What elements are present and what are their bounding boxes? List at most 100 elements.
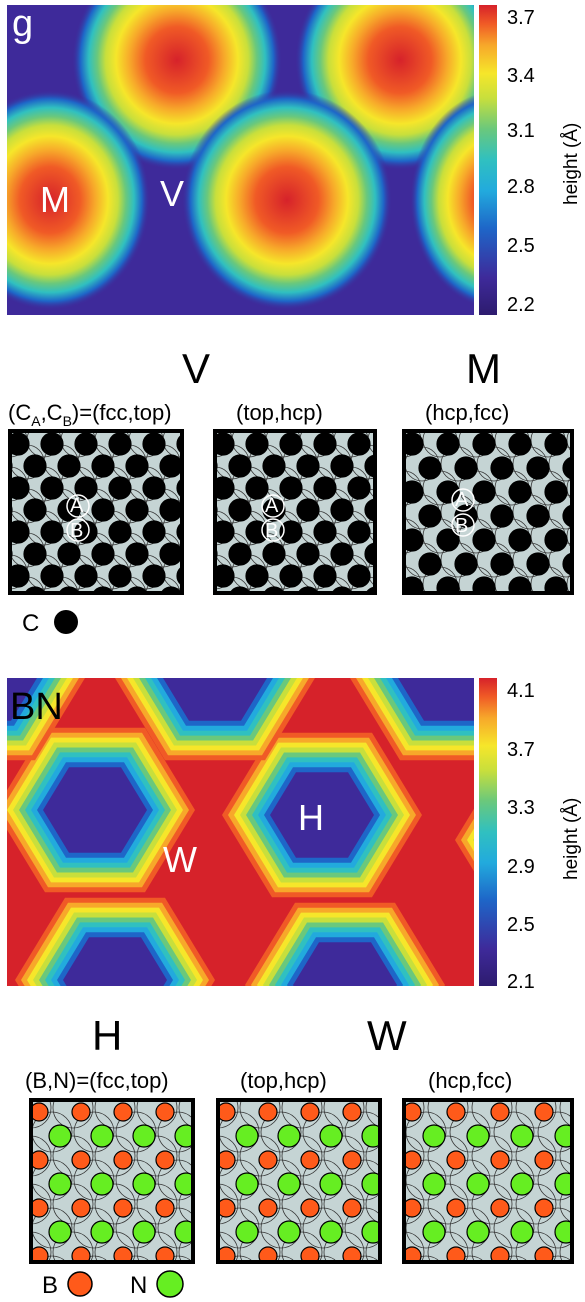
atom-b — [319, 1172, 343, 1196]
atom-a — [258, 1150, 278, 1170]
atom-a — [347, 476, 371, 500]
substrate-atom — [449, 590, 467, 593]
atom-a — [446, 1246, 466, 1262]
substrate-atom — [515, 1135, 557, 1177]
atom-b — [262, 542, 286, 566]
substrate-atom — [344, 1207, 380, 1249]
atom-b — [194, 499, 216, 521]
bn-model-top-hcp — [194, 1098, 403, 1264]
substrate-atom — [471, 1135, 513, 1177]
atom-b — [228, 454, 252, 478]
atom-a — [40, 432, 64, 456]
atom-b — [217, 1269, 239, 1291]
substrate-atom — [281, 1100, 323, 1129]
atom-b — [57, 542, 81, 566]
bn-model-label-1: (B,N)=(fcc,top) — [25, 1068, 169, 1093]
atom-a — [71, 1198, 91, 1218]
atom-a — [155, 1246, 175, 1262]
model-header-m: M — [466, 345, 501, 392]
atom-b — [379, 1173, 401, 1195]
substrate-atom — [157, 1159, 193, 1201]
substrate-atom — [157, 1111, 193, 1153]
substrate-atom — [0, 1112, 30, 1152]
substrate-atom — [557, 590, 572, 593]
atom-b — [92, 586, 114, 593]
atom-b — [235, 1124, 259, 1148]
atom-b — [160, 586, 182, 593]
atom-b — [383, 601, 405, 623]
substrate-atom — [493, 1159, 535, 1201]
atom-a — [314, 609, 336, 631]
graphene-model-top-hcp: A B — [212, 429, 377, 633]
atom-b — [235, 1220, 259, 1244]
atom-a — [472, 528, 496, 552]
atom-b — [263, 586, 285, 593]
atom-b — [364, 454, 375, 478]
substrate-atom — [404, 1183, 425, 1225]
substrate-atom — [179, 497, 182, 515]
moire-pit — [473, 838, 474, 842]
colorbar-tick: 3.1 — [507, 120, 535, 142]
substrate-atom — [37, 1255, 67, 1262]
substrate-atom — [300, 599, 334, 633]
substrate-atom — [559, 1137, 572, 1175]
atom-b — [229, 586, 251, 593]
substrate-atom — [52, 1100, 94, 1129]
substrate-atom — [411, 1255, 441, 1262]
model-header-h: H — [92, 1012, 122, 1059]
sublattice-label-b: B — [70, 520, 83, 542]
atom-b — [125, 454, 149, 478]
substrate-atom — [323, 1135, 365, 1177]
substrate-atom — [365, 1136, 380, 1176]
substrate-atom — [215, 590, 216, 593]
atom-a — [436, 432, 460, 456]
atom-b — [7, 1125, 29, 1147]
atom-b — [194, 1125, 216, 1147]
substrate-atom — [521, 590, 539, 593]
substrate-atom — [323, 1100, 365, 1129]
atom-a — [472, 576, 496, 593]
substrate-atom — [449, 1159, 491, 1201]
atom-a — [446, 1198, 466, 1218]
moire-pit — [293, 942, 397, 986]
substrate-atom — [0, 1088, 9, 1128]
atom-b — [91, 1269, 113, 1291]
atom-a — [342, 1246, 362, 1262]
colorbar-tick: 3.7 — [507, 7, 535, 29]
atom-b — [319, 1124, 343, 1148]
substrate-atom — [365, 1100, 380, 1128]
substrate-atom — [427, 1231, 469, 1262]
atom-a — [31, 1102, 49, 1122]
atom-b — [364, 542, 375, 566]
substrate-atom — [179, 453, 182, 471]
moire-pit — [163, 678, 267, 721]
atom-a — [404, 528, 424, 552]
atom-a — [385, 1151, 403, 1169]
legend-carbon-label: C — [22, 610, 39, 637]
colorbar-unit-label: height (Å) — [561, 123, 582, 205]
atom-b — [132, 1172, 156, 1196]
substrate-atom — [281, 1183, 323, 1225]
atom-a — [212, 609, 234, 631]
atom-a — [300, 1246, 320, 1262]
substrate-atom — [281, 1135, 323, 1177]
atom-b — [58, 586, 80, 593]
substrate-atom — [79, 1255, 109, 1262]
substrate-atom — [559, 1233, 572, 1262]
substrate-atom — [218, 1100, 239, 1129]
substrate-atom — [566, 431, 572, 453]
substrate-atom — [302, 1159, 344, 1201]
atom-b — [418, 504, 442, 528]
colorbar-tick: 2.9 — [507, 856, 535, 878]
atom-b — [554, 1172, 572, 1196]
atom-a — [113, 1150, 133, 1170]
atom-b — [235, 1172, 259, 1196]
atom-a — [218, 1150, 236, 1170]
atom-b — [228, 498, 252, 522]
substrate-atom — [449, 1207, 491, 1249]
atom-b — [510, 1124, 534, 1148]
atom-a — [218, 1102, 236, 1122]
atom-b — [423, 1269, 445, 1291]
substrate-atom — [197, 599, 231, 633]
substrate-atom — [179, 541, 182, 559]
